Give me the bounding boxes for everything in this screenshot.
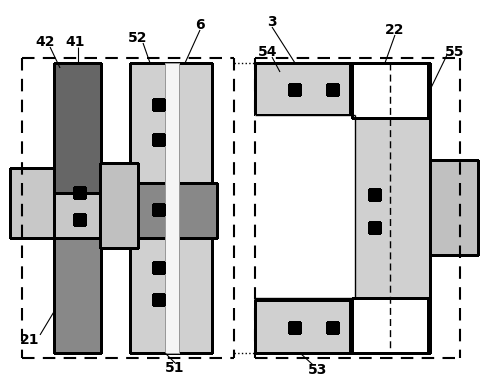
Bar: [54, 168, 111, 238]
Bar: [100, 163, 138, 248]
Text: 54: 54: [257, 45, 277, 59]
Bar: [74, 188, 84, 199]
Bar: [289, 323, 300, 334]
Bar: [351, 63, 427, 118]
Text: 3: 3: [267, 15, 276, 29]
Bar: [152, 262, 163, 274]
Bar: [10, 168, 70, 238]
Text: 42: 42: [35, 35, 55, 49]
Bar: [165, 63, 179, 353]
Bar: [327, 85, 338, 96]
Bar: [152, 294, 163, 305]
Bar: [152, 204, 163, 215]
Bar: [255, 300, 429, 353]
Bar: [125, 183, 216, 238]
Text: 52: 52: [128, 31, 148, 45]
Bar: [369, 222, 379, 233]
Text: 41: 41: [65, 35, 85, 49]
Bar: [130, 218, 212, 353]
Bar: [152, 99, 163, 111]
Text: 55: 55: [444, 45, 464, 59]
Bar: [152, 135, 163, 146]
Bar: [54, 63, 101, 353]
Text: 51: 51: [165, 361, 184, 375]
Bar: [54, 63, 101, 193]
Bar: [351, 298, 427, 353]
Text: 6: 6: [195, 18, 204, 32]
Text: 22: 22: [384, 23, 404, 37]
Bar: [289, 85, 300, 96]
Bar: [255, 115, 354, 298]
Bar: [130, 63, 212, 188]
Bar: [349, 63, 429, 353]
Bar: [369, 190, 379, 200]
Text: 53: 53: [308, 363, 327, 377]
Bar: [255, 63, 429, 115]
Bar: [74, 215, 84, 226]
Text: 21: 21: [20, 333, 40, 347]
Bar: [327, 323, 338, 334]
Bar: [429, 160, 477, 255]
